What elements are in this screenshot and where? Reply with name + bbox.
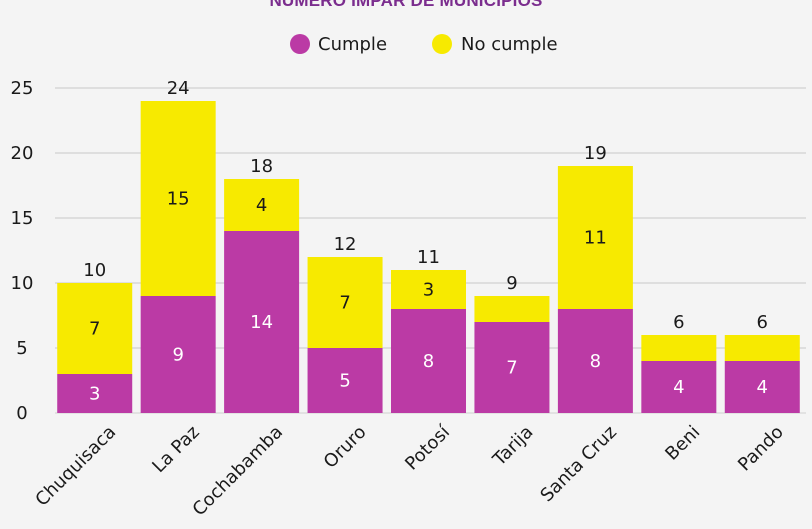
bar-no-cumple-5 bbox=[474, 296, 550, 322]
total-label-1: 24 bbox=[167, 78, 190, 99]
x-tick-label-3: Oruro bbox=[320, 422, 371, 473]
data-label-cumple-2: 14 bbox=[250, 312, 273, 333]
bar-cumple-8 bbox=[724, 361, 800, 413]
total-label-7: 6 bbox=[673, 312, 684, 333]
bar-cumple-0 bbox=[57, 374, 133, 413]
x-tick-label-8: Pando bbox=[734, 422, 788, 476]
total-label-8: 6 bbox=[757, 312, 768, 333]
data-label-cumple-7: 4 bbox=[673, 377, 684, 398]
bar-cumple-6 bbox=[557, 309, 633, 413]
data-label-cumple-6: 8 bbox=[590, 351, 601, 372]
total-label-5: 9 bbox=[506, 273, 517, 294]
bar-no-cumple-3 bbox=[307, 257, 383, 348]
data-label-cumple-0: 3 bbox=[89, 384, 100, 405]
x-tick-label-5: Tarija bbox=[488, 422, 537, 471]
bar-no-cumple-7 bbox=[641, 335, 717, 361]
chart-title: NÚMERO IMPAR DE MUNICIPIOS bbox=[269, 0, 543, 10]
data-label-cumple-5: 7 bbox=[506, 358, 517, 379]
data-label-no-cumple-0: 7 bbox=[89, 319, 100, 340]
legend-label-cumple: Cumple bbox=[318, 34, 387, 55]
y-tick-label-20: 20 bbox=[11, 143, 34, 164]
bar-no-cumple-1 bbox=[140, 101, 216, 296]
data-label-no-cumple-3: 7 bbox=[339, 293, 350, 314]
x-tick-label-4: Potosí bbox=[401, 421, 455, 475]
total-label-3: 12 bbox=[334, 234, 357, 255]
x-tick-label-7: Beni bbox=[661, 422, 704, 465]
bar-cumple-2 bbox=[224, 231, 300, 413]
total-label-4: 11 bbox=[417, 247, 440, 268]
y-tick-label-10: 10 bbox=[11, 273, 34, 294]
legend-label-no-cumple: No cumple bbox=[461, 34, 558, 55]
legend-swatch-cumple bbox=[290, 34, 310, 54]
y-tick-label-25: 25 bbox=[11, 78, 34, 99]
bar-no-cumple-8 bbox=[724, 335, 800, 361]
data-label-cumple-8: 4 bbox=[757, 377, 768, 398]
bar-no-cumple-0 bbox=[57, 283, 133, 374]
bar-cumple-1 bbox=[140, 296, 216, 413]
x-tick-label-0: Chuquisaca bbox=[31, 422, 120, 511]
data-label-cumple-3: 5 bbox=[339, 371, 350, 392]
data-label-cumple-4: 8 bbox=[423, 351, 434, 372]
x-tick-label-6: Santa Cruz bbox=[536, 422, 620, 506]
bar-no-cumple-6 bbox=[557, 166, 633, 309]
y-tick-label-15: 15 bbox=[11, 208, 34, 229]
data-label-no-cumple-4: 3 bbox=[423, 280, 434, 301]
bar-cumple-4 bbox=[391, 309, 466, 413]
data-label-no-cumple-2: 4 bbox=[256, 195, 267, 216]
legend-swatch-no-cumple bbox=[432, 34, 452, 54]
bar-cumple-7 bbox=[641, 361, 717, 413]
bar-cumple-5 bbox=[474, 322, 550, 413]
data-label-no-cumple-1: 15 bbox=[167, 189, 190, 210]
bar-cumple-3 bbox=[307, 348, 383, 413]
bar-no-cumple-4 bbox=[391, 270, 466, 309]
y-tick-label-5: 5 bbox=[16, 338, 27, 359]
total-label-0: 10 bbox=[83, 260, 106, 281]
total-label-6: 19 bbox=[584, 143, 607, 164]
total-label-2: 18 bbox=[250, 156, 273, 177]
x-tick-label-1: La Paz bbox=[148, 422, 203, 477]
data-label-cumple-1: 9 bbox=[172, 345, 183, 366]
bar-no-cumple-2 bbox=[224, 179, 300, 231]
data-label-no-cumple-6: 11 bbox=[584, 228, 607, 249]
y-tick-label-0: 0 bbox=[16, 403, 27, 424]
